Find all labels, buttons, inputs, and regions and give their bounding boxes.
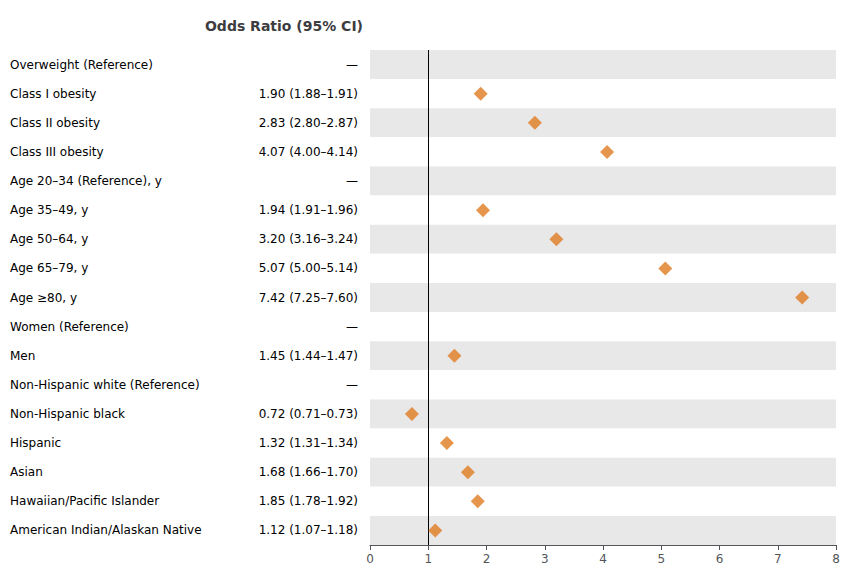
svg-text:8: 8 (832, 552, 840, 566)
svg-text:Age 35–49, y: Age 35–49, y (10, 203, 88, 217)
svg-text:1.45 (1.44–1.47): 1.45 (1.44–1.47) (259, 349, 358, 363)
svg-text:Age 65–79, y: Age 65–79, y (10, 261, 88, 275)
svg-text:1: 1 (424, 552, 432, 566)
svg-text:1.90 (1.88–1.91): 1.90 (1.88–1.91) (259, 87, 358, 101)
svg-text:Non-Hispanic black: Non-Hispanic black (10, 407, 125, 421)
svg-text:Asian: Asian (10, 465, 43, 479)
svg-text:—: — (346, 378, 358, 392)
svg-text:3.20 (3.16–3.24): 3.20 (3.16–3.24) (259, 232, 358, 246)
svg-text:Age 20–34 (Reference), y: Age 20–34 (Reference), y (10, 174, 162, 188)
svg-text:1.12 (1.07–1.18): 1.12 (1.07–1.18) (259, 523, 358, 537)
svg-text:3: 3 (541, 552, 549, 566)
svg-text:1.94 (1.91–1.96): 1.94 (1.91–1.96) (259, 203, 358, 217)
svg-text:—: — (346, 58, 358, 72)
svg-text:Class III obesity: Class III obesity (10, 145, 104, 159)
svg-text:2.83 (2.80–2.87): 2.83 (2.80–2.87) (259, 116, 358, 130)
svg-text:Overweight (Reference): Overweight (Reference) (10, 58, 153, 72)
svg-text:Age ≥80, y: Age ≥80, y (10, 291, 77, 305)
svg-text:Class I obesity: Class I obesity (10, 87, 96, 101)
svg-text:2: 2 (483, 552, 491, 566)
svg-text:Hispanic: Hispanic (10, 436, 61, 450)
svg-text:Age 50–64, y: Age 50–64, y (10, 232, 88, 246)
svg-text:Men: Men (10, 349, 35, 363)
svg-text:1.32 (1.31–1.34): 1.32 (1.31–1.34) (259, 436, 358, 450)
svg-text:1.85 (1.78–1.92): 1.85 (1.78–1.92) (259, 494, 358, 508)
svg-text:7: 7 (774, 552, 782, 566)
svg-text:Hawaiian/Pacific Islander: Hawaiian/Pacific Islander (10, 494, 159, 508)
svg-text:0: 0 (366, 552, 374, 566)
svg-text:7.42 (7.25–7.60): 7.42 (7.25–7.60) (259, 291, 358, 305)
svg-text:Class II obesity: Class II obesity (10, 116, 100, 130)
svg-text:6: 6 (716, 552, 724, 566)
svg-text:—: — (346, 174, 358, 188)
svg-text:4: 4 (599, 552, 607, 566)
svg-text:American Indian/Alaskan Native: American Indian/Alaskan Native (10, 523, 202, 537)
svg-text:0.72 (0.71–0.73): 0.72 (0.71–0.73) (259, 407, 358, 421)
svg-text:1.68 (1.66–1.70): 1.68 (1.66–1.70) (259, 465, 358, 479)
svg-text:5.07 (5.00–5.14): 5.07 (5.00–5.14) (259, 261, 358, 275)
svg-text:Women (Reference): Women (Reference) (10, 320, 129, 334)
svg-text:—: — (346, 320, 358, 334)
svg-text:4.07 (4.00–4.14): 4.07 (4.00–4.14) (259, 145, 358, 159)
svg-text:5: 5 (657, 552, 665, 566)
svg-text:Odds Ratio (95% CI): Odds Ratio (95% CI) (205, 18, 363, 34)
svg-text:Non-Hispanic white (Reference): Non-Hispanic white (Reference) (10, 378, 200, 392)
